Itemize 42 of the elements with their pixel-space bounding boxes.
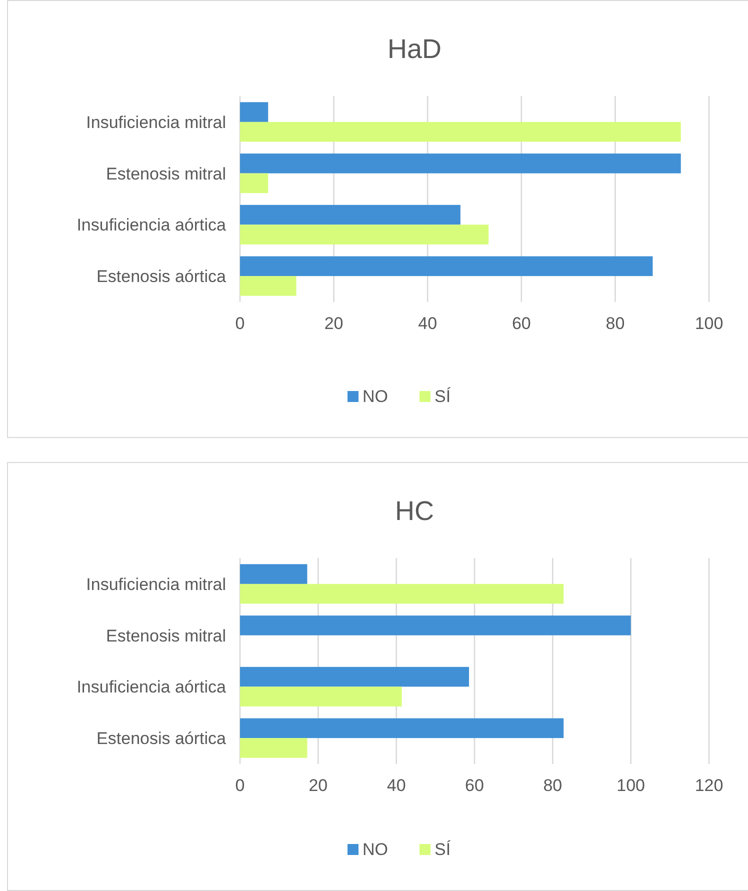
x-tick-label: 20 bbox=[308, 776, 328, 795]
y-tick-label: Estenosis mitral bbox=[106, 164, 226, 184]
x-tick-label: 120 bbox=[694, 776, 724, 795]
bar bbox=[240, 738, 308, 758]
bar bbox=[240, 154, 681, 174]
bar bbox=[240, 256, 653, 276]
bar bbox=[240, 564, 308, 584]
y-tick-label: Insuficiencia mitral bbox=[86, 112, 226, 132]
x-tick-label: 60 bbox=[512, 314, 531, 333]
x-tick-label: 80 bbox=[543, 776, 562, 795]
x-tick-label: 40 bbox=[386, 776, 406, 795]
y-tick-label: Insuficiencia aórtica bbox=[76, 678, 227, 697]
legend-label: SÍ bbox=[434, 387, 451, 406]
x-tick-label: 100 bbox=[616, 776, 646, 795]
y-tick-label: Estenosis aórtica bbox=[96, 267, 227, 286]
bar bbox=[240, 122, 681, 142]
y-tick-label: Insuficiencia aórtica bbox=[76, 216, 227, 235]
x-tick-label: 0 bbox=[235, 776, 245, 795]
chart-title: HC bbox=[395, 496, 434, 526]
bar bbox=[240, 584, 564, 604]
bar bbox=[240, 102, 268, 122]
y-tick-label: Estenosis aórtica bbox=[96, 729, 227, 748]
bar bbox=[240, 718, 564, 738]
bar bbox=[240, 276, 296, 296]
legend-label: SÍ bbox=[434, 840, 451, 859]
legend-label: NO bbox=[362, 840, 388, 859]
y-tick-label: Estenosis mitral bbox=[106, 626, 226, 646]
x-tick-label: 80 bbox=[606, 314, 625, 333]
bar bbox=[240, 666, 470, 687]
bar bbox=[240, 686, 402, 706]
x-tick-label: 0 bbox=[235, 314, 245, 333]
bar bbox=[240, 616, 631, 636]
chart-title: HaD bbox=[387, 34, 442, 64]
x-tick-label: 60 bbox=[465, 776, 484, 795]
y-tick-label: Insuficiencia mitral bbox=[86, 574, 226, 594]
x-tick-label: 40 bbox=[418, 314, 438, 333]
bar bbox=[240, 224, 489, 244]
x-tick-label: 100 bbox=[694, 314, 724, 333]
bar bbox=[240, 204, 460, 225]
bar bbox=[240, 173, 268, 194]
x-tick-label: 20 bbox=[324, 314, 344, 333]
legend-label: NO bbox=[362, 387, 388, 406]
